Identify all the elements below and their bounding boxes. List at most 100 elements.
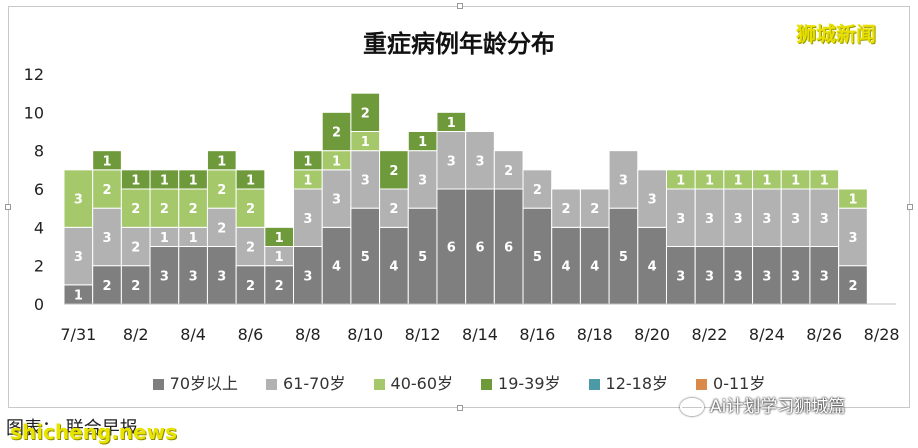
x-tick-label: 8/24 xyxy=(749,325,785,344)
data-label: 1 xyxy=(303,154,312,169)
x-tick-label: 8/22 xyxy=(692,325,728,344)
y-tick-label: 12 xyxy=(24,65,44,84)
legend-swatch xyxy=(588,379,600,390)
data-label: 2 xyxy=(590,202,599,217)
x-tick-label: 8/8 xyxy=(295,325,321,344)
x-tick-label: 7/31 xyxy=(60,325,96,344)
data-label: 3 xyxy=(734,269,743,284)
data-label: 4 xyxy=(389,260,398,275)
bar-segment xyxy=(149,188,180,228)
data-label: 1 xyxy=(160,231,169,246)
data-label: 2 xyxy=(246,202,255,217)
data-label: 3 xyxy=(447,154,456,169)
data-label: 3 xyxy=(791,269,800,284)
data-label: 3 xyxy=(791,212,800,227)
data-label: 3 xyxy=(676,269,685,284)
bar-segment xyxy=(436,111,467,133)
data-label: 6 xyxy=(447,241,456,256)
legend-swatch xyxy=(696,379,708,390)
bar-segment xyxy=(780,188,811,247)
data-label: 1 xyxy=(848,193,857,208)
x-tick-label: 8/16 xyxy=(519,325,555,344)
y-tick-label: 4 xyxy=(34,218,44,237)
data-label: 3 xyxy=(762,212,771,227)
x-tick-label: 8/28 xyxy=(864,325,900,344)
data-label: 2 xyxy=(103,183,112,198)
y-tick-label: 0 xyxy=(34,295,44,314)
bar-segment xyxy=(379,188,409,228)
resize-handle-left[interactable] xyxy=(5,204,11,210)
chart-legend: 70岁以上 61-70岁 40-60岁 19-39岁 12-18岁 0-11岁 xyxy=(0,370,918,394)
data-label: 3 xyxy=(74,250,83,265)
data-label: 5 xyxy=(418,250,427,265)
source-badge: Ai计划学习狮城篇 xyxy=(680,392,845,417)
data-label: 1 xyxy=(676,173,685,188)
bar-segment xyxy=(149,246,180,305)
legend-item: 70岁以上 xyxy=(152,370,238,394)
data-label: 3 xyxy=(303,269,312,284)
wechat-icon xyxy=(680,398,704,416)
x-tick-label: 8/14 xyxy=(462,325,498,344)
resize-handle-bottom[interactable] xyxy=(457,405,463,411)
data-label: 3 xyxy=(762,269,771,284)
data-label: 1 xyxy=(361,135,370,150)
data-label: 3 xyxy=(217,269,226,284)
watermark-logo: 狮城新闻 xyxy=(796,22,876,46)
bar-segment xyxy=(92,207,122,267)
data-label: 1 xyxy=(275,250,284,265)
data-label: 3 xyxy=(820,269,829,284)
data-label: 3 xyxy=(705,212,714,227)
data-label: 1 xyxy=(447,116,456,131)
legend-item: 0-11岁 xyxy=(696,370,765,394)
bar-segment xyxy=(838,207,868,267)
data-label: 3 xyxy=(705,269,714,284)
data-label: 3 xyxy=(848,231,857,246)
bar-segment xyxy=(321,169,352,228)
data-label: 1 xyxy=(275,231,284,246)
data-label: 5 xyxy=(533,250,542,265)
data-label: 2 xyxy=(332,126,341,141)
data-label: 1 xyxy=(418,135,427,150)
x-tick-label: 8/18 xyxy=(577,325,613,344)
resize-handle-top[interactable] xyxy=(457,3,463,9)
data-label: 2 xyxy=(217,183,226,198)
y-tick-label: 8 xyxy=(34,142,44,161)
data-label: 2 xyxy=(533,183,542,198)
bar-segment xyxy=(436,188,467,305)
data-label: 3 xyxy=(734,212,743,227)
y-tick-label: 6 xyxy=(34,180,44,199)
bar-segment xyxy=(206,150,237,171)
bar-segment xyxy=(235,188,266,228)
x-tick-label: 8/20 xyxy=(634,325,670,344)
bar-segment xyxy=(551,188,581,228)
legend-label: 19-39岁 xyxy=(498,374,561,393)
legend-swatch xyxy=(481,379,493,390)
data-label: 4 xyxy=(562,260,571,275)
bar-segment xyxy=(522,169,553,209)
legend-item: 19-39岁 xyxy=(481,370,561,394)
data-label: 1 xyxy=(160,173,169,188)
data-label: 2 xyxy=(217,221,226,236)
resize-handle-right[interactable] xyxy=(907,204,913,210)
data-label: 1 xyxy=(791,173,800,188)
data-label: 3 xyxy=(103,231,112,246)
bar-segment xyxy=(694,188,725,247)
data-label: 2 xyxy=(389,202,398,217)
data-label: 2 xyxy=(246,279,255,294)
data-label: 4 xyxy=(332,260,341,275)
data-label: 3 xyxy=(332,193,341,208)
data-label: 1 xyxy=(303,173,312,188)
data-label: 1 xyxy=(131,173,140,188)
legend-label: 12-18岁 xyxy=(605,374,669,393)
data-label: 4 xyxy=(648,260,657,275)
bar-segment xyxy=(178,188,208,228)
bar-segment xyxy=(92,169,122,209)
data-label: 3 xyxy=(160,269,169,284)
bar-segment xyxy=(235,265,266,305)
bar-segment xyxy=(637,169,667,228)
data-label: 3 xyxy=(820,212,829,227)
data-label: 6 xyxy=(475,241,484,256)
bar-segment xyxy=(120,226,151,267)
data-label: 2 xyxy=(131,279,140,294)
data-label: 6 xyxy=(504,241,513,256)
